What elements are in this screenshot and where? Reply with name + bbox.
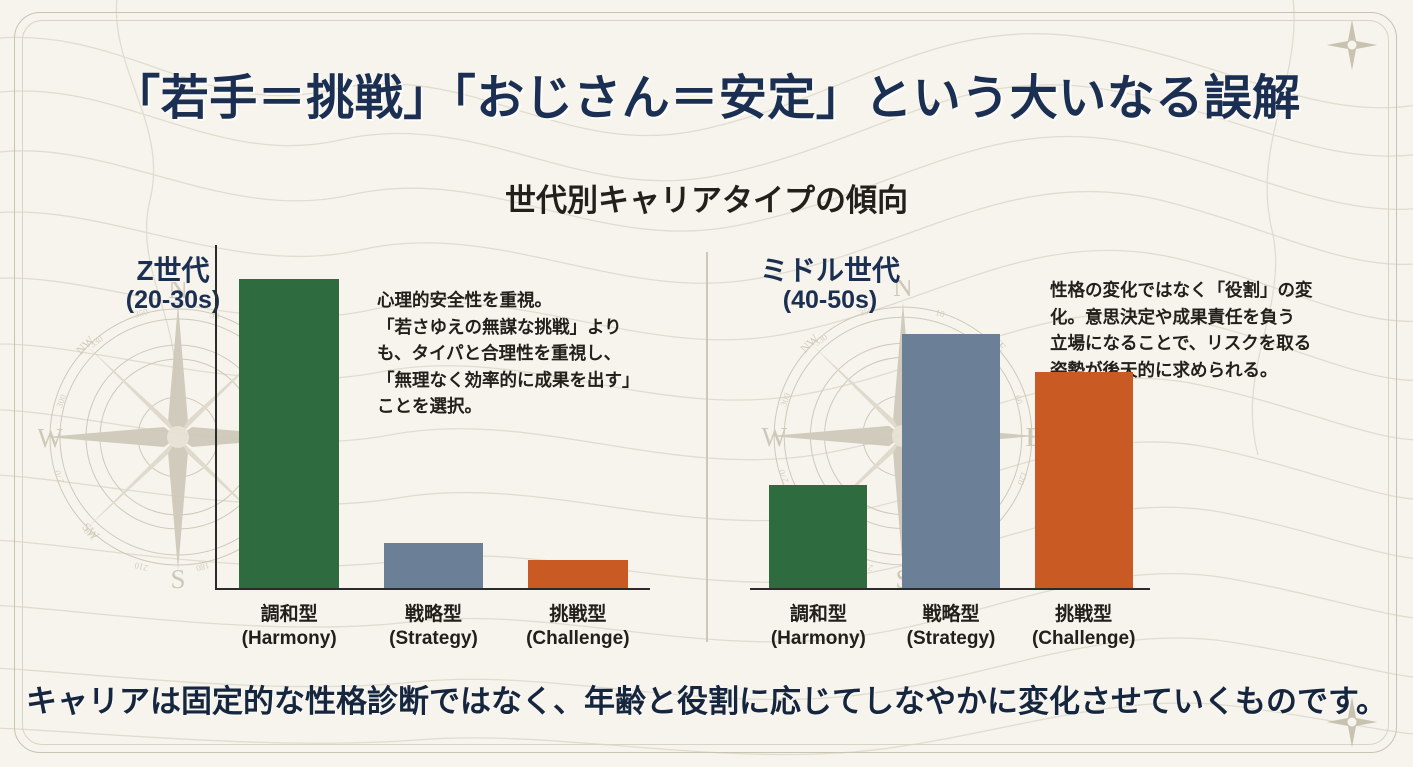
conclusion-text: キャリアは固定的な性格診断ではなく、年齢と役割に応じてしなやかに変化させていくも… <box>26 684 1387 719</box>
bar-strategy-left[interactable] <box>383 542 484 588</box>
x-axis-right <box>750 587 1150 590</box>
x-axis-left <box>215 587 650 590</box>
bar-slot-strategy-right <box>885 245 1018 588</box>
compass-label-west: W <box>38 423 63 453</box>
x-label-challenge-right: 挑戦型 (Challenge) <box>1031 603 1136 650</box>
page-title: 「若手＝挑戦」「おじさん＝安定」という大いなる誤解 <box>112 72 1301 125</box>
bar-harmony-left[interactable] <box>239 279 339 588</box>
generation-label-right: ミドル世代 (40-50s) <box>720 255 940 314</box>
generation-age-left: (20-30s) <box>125 286 221 315</box>
bar-challenge-right[interactable] <box>1034 371 1133 588</box>
bar-challenge-left[interactable] <box>528 560 628 588</box>
bar-slot-challenge-right <box>1017 245 1150 588</box>
bar-slot-challenge-left <box>506 245 650 588</box>
bar-slot-strategy-left <box>361 245 505 588</box>
bar-chart-middle-generation: 調和型 (Harmony) 戦略型 (Strategy) 挑戦型 (Challe… <box>750 245 1150 649</box>
annotation-note-left: 心理的安全性を重視。 「若さゆえの無謀な挑戦」より も、タイパと合理性を重視し、… <box>377 290 640 417</box>
bars-container-left <box>217 245 650 588</box>
generation-name-left: Z世代 <box>136 255 210 286</box>
x-axis-labels-right: 調和型 (Harmony) 戦略型 (Strategy) 挑戦型 (Challe… <box>752 603 1150 652</box>
panel-middle-generation: ミドル世代 (40-50s) 性格の変化ではなく「役割」の変 化。意思決定や成果… <box>720 245 1360 649</box>
x-label-harmony-left: 調和型 (Harmony) <box>241 603 337 650</box>
generation-label-left: Z世代 (20-30s) <box>98 255 248 314</box>
generation-age-right: (40-50s) <box>782 286 878 315</box>
x-label-strategy-left: 戦略型 (Strategy) <box>389 603 478 650</box>
bars-container-right <box>752 245 1150 588</box>
page-subtitle: 世代別キャリアタイプの傾向 <box>505 183 908 218</box>
x-axis-labels-left: 調和型 (Harmony) 戦略型 (Strategy) 挑戦型 (Challe… <box>217 603 650 652</box>
svg-text:300: 300 <box>54 392 68 409</box>
y-axis-left <box>215 245 217 590</box>
bar-slot-harmony-right <box>752 245 885 588</box>
bar-chart-z-generation: 調和型 (Harmony) 戦略型 (Strategy) 挑戦型 (Challe… <box>215 245 650 649</box>
bar-slot-harmony-left <box>217 245 361 588</box>
x-label-strategy-right: 戦略型 (Strategy) <box>906 603 996 650</box>
bar-strategy-right[interactable] <box>901 334 1001 588</box>
x-label-challenge-left: 挑戦型 (Challenge) <box>526 603 630 650</box>
panel-divider <box>706 252 708 642</box>
bar-harmony-right[interactable] <box>769 484 868 588</box>
generation-name-right: ミドル世代 <box>759 255 900 286</box>
panel-z-generation: Z世代 (20-30s) 心理的安全性を重視。 「若さゆえの無謀な挑戦」より も… <box>70 245 690 649</box>
x-label-harmony-right: 調和型 (Harmony) <box>770 603 866 650</box>
svg-text:270: 270 <box>52 469 66 486</box>
